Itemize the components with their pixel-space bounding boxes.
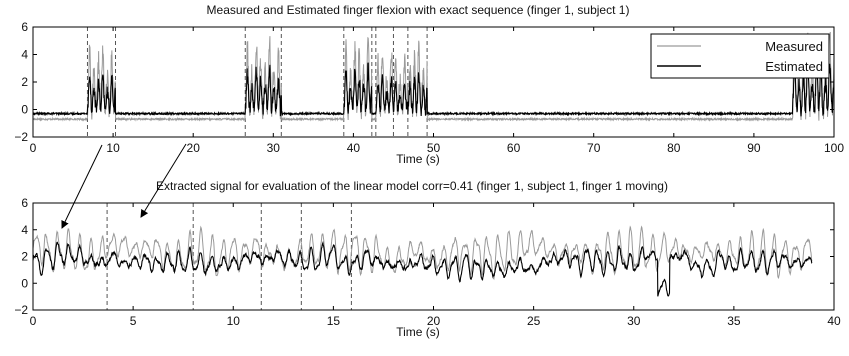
x-tick-label: 35 — [727, 314, 741, 328]
y-tick-label: 4 — [21, 48, 28, 62]
x-tick-label: 90 — [747, 141, 761, 155]
series-measured — [32, 225, 813, 281]
arrow-to-extract-left — [61, 144, 103, 229]
x-tick-label: 20 — [427, 314, 441, 328]
x-tick-label: 40 — [827, 314, 841, 328]
legend: Measured Estimated — [650, 33, 830, 79]
arrow-to-extract-right — [140, 143, 187, 218]
x-tick-label: 15 — [327, 314, 341, 328]
y-tick-label: 2 — [21, 75, 28, 89]
x-tick-label: 30 — [267, 141, 281, 155]
legend-entry-estimated: Estimated — [765, 59, 823, 74]
event-lines — [106, 203, 352, 310]
series-group — [32, 31, 835, 122]
x-tick-label: 0 — [30, 141, 37, 155]
y-tick-label: 6 — [21, 196, 28, 210]
y-tick-label: −2 — [14, 130, 28, 144]
x-tick-label: 80 — [667, 141, 681, 155]
legend-entry-measured: Measured — [765, 39, 823, 54]
x-tick-label: 10 — [106, 141, 120, 155]
x-tick-label: 100 — [824, 141, 844, 155]
y-tick-label: 4 — [21, 223, 28, 237]
x-tick-label: 30 — [627, 314, 641, 328]
series-estimated — [32, 61, 835, 117]
legend-box — [650, 33, 830, 79]
x-tick-label: 40 — [347, 141, 361, 155]
chart-top: Measured and Estimated finger flexion wi… — [14, 3, 844, 166]
series-estimated — [32, 240, 813, 297]
chart-title: Extracted signal for evaluation of the l… — [156, 179, 668, 193]
x-tick-label: 0 — [30, 314, 37, 328]
chart-bottom: Extracted signal for evaluation of the l… — [14, 179, 841, 339]
x-axis-label: Time (s) — [396, 152, 440, 166]
y-tick-label: 6 — [21, 20, 28, 34]
x-tick-label: 50 — [427, 141, 441, 155]
x-tick-label: 25 — [527, 314, 541, 328]
x-tick-label: 60 — [507, 141, 521, 155]
arrows — [61, 143, 187, 229]
x-axis-label: Time (s) — [396, 325, 440, 339]
y-tick-label: 0 — [21, 276, 28, 290]
y-tick-label: 0 — [21, 103, 28, 117]
x-tick-label: 5 — [130, 314, 137, 328]
chart-title: Measured and Estimated finger flexion wi… — [207, 3, 630, 17]
y-tick-label: 2 — [21, 250, 28, 264]
x-tick-label: 20 — [187, 141, 201, 155]
series-group — [32, 225, 813, 297]
y-tick-label: −2 — [14, 303, 28, 317]
x-tick-label: 70 — [587, 141, 601, 155]
x-tick-label: 10 — [227, 314, 241, 328]
series-measured — [32, 31, 835, 122]
